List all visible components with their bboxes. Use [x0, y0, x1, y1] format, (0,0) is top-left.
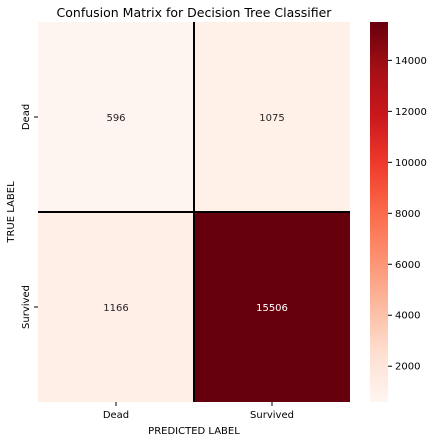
colorbar-tick-label: 12000	[395, 107, 427, 118]
y-tick-label: Survived	[21, 285, 32, 329]
colorbar-tick-label: 2000	[395, 362, 420, 373]
x-tick-label: Survived	[250, 410, 294, 421]
y-axis-label: TRUE LABEL	[6, 181, 17, 244]
colorbar-tick-label: 10000	[395, 158, 427, 169]
colorbar-tick-label: 4000	[395, 311, 420, 322]
colorbar-tick-label: 8000	[395, 209, 420, 220]
x-axis-label: PREDICTED LABEL	[148, 426, 240, 437]
heatmap-cell	[194, 212, 350, 402]
colorbar-gradient	[370, 22, 388, 402]
heatmap: 596 1075 1166 15506 Dead Survived Dead Survived	[21, 22, 350, 421]
chart-title: Confusion Matrix for Decision Tree Class…	[57, 5, 333, 20]
heatmap-cell	[38, 22, 194, 212]
colorbar-tick-label: 14000	[395, 56, 427, 67]
colorbar: 2000 4000 6000 8000 10000 12000 14000	[370, 22, 427, 402]
colorbar-tick-label: 6000	[395, 260, 420, 271]
heatmap-cell	[194, 22, 350, 212]
cell-value-label: 15506	[256, 303, 288, 314]
cell-value-label: 1166	[103, 303, 128, 314]
cell-value-label: 596	[106, 113, 125, 124]
x-tick-label: Dead	[103, 410, 129, 421]
cell-value-label: 1075	[259, 113, 284, 124]
y-tick-label: Dead	[21, 104, 32, 130]
heatmap-cell	[38, 212, 194, 402]
